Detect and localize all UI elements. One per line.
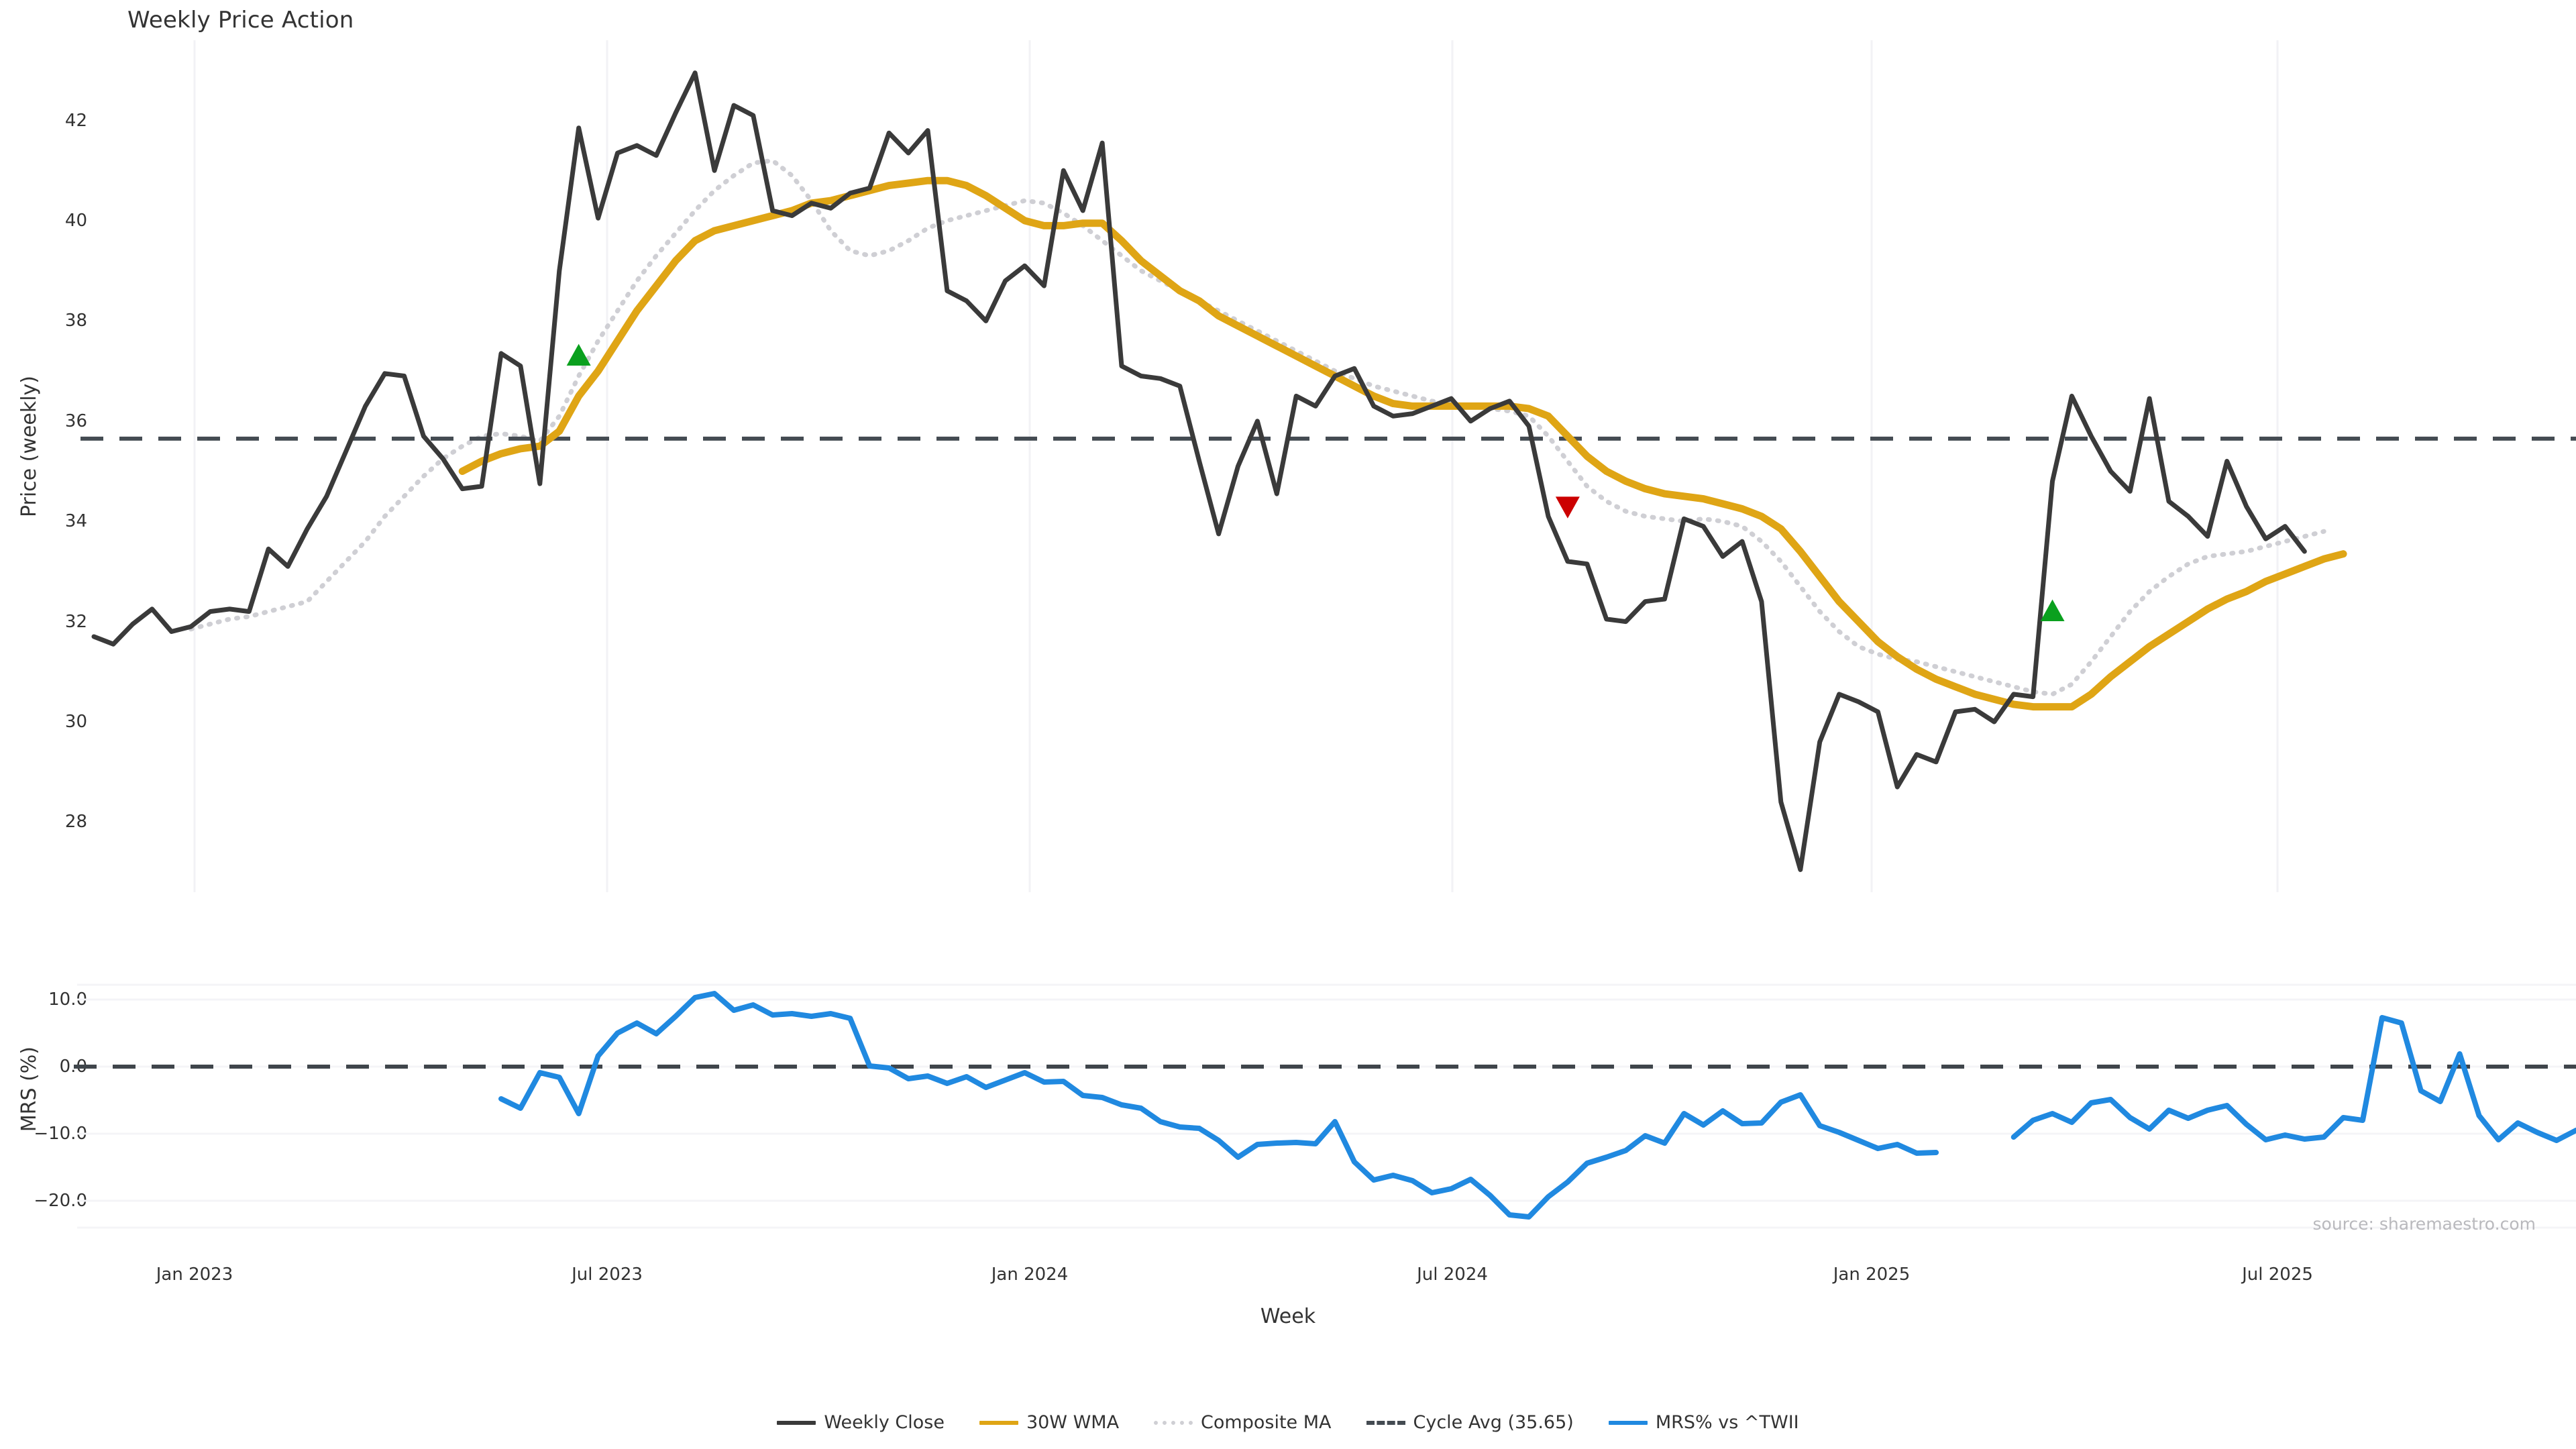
x-tick: Jan 2025: [1833, 1265, 1911, 1285]
legend-label: Cycle Avg (35.65): [1413, 1412, 1574, 1433]
x-tick: Jul 2025: [2242, 1265, 2313, 1285]
x-tick: Jul 2023: [572, 1265, 643, 1285]
buy-signal-marker: [566, 343, 591, 366]
legend-item[interactable]: Composite MA: [1154, 1412, 1332, 1433]
legend-item[interactable]: MRS% vs ^TWII: [1608, 1412, 1799, 1433]
price-y-tick: 32: [64, 611, 87, 632]
legend-swatch-icon: [979, 1420, 1018, 1425]
x-tick: Jan 2023: [156, 1265, 233, 1285]
legend-swatch-icon: [1366, 1420, 1405, 1425]
legend-swatch-icon: [1608, 1420, 1648, 1425]
source-watermark: source: sharemaestro.com: [2312, 1214, 2536, 1234]
legend-label: Composite MA: [1201, 1412, 1332, 1433]
price-y-tick: 38: [64, 311, 87, 331]
wma-line: [458, 176, 2347, 711]
price-y-tick: 36: [64, 411, 87, 431]
x-tick: Jan 2024: [991, 1265, 1069, 1285]
weekly-close-line: [91, 70, 2307, 872]
chart-legend: Weekly Close 30W WMA Composite MA Cycle Avg…: [0, 1412, 2576, 1433]
legend-swatch-icon: [777, 1420, 816, 1425]
price-y-tick: 42: [64, 110, 87, 131]
legend-item[interactable]: 30W WMA: [979, 1412, 1119, 1433]
price-y-tick: 28: [64, 812, 87, 833]
price-y-tick: 40: [64, 210, 87, 231]
legend-label: Weekly Close: [824, 1412, 945, 1433]
legend-item[interactable]: Weekly Close: [777, 1412, 945, 1433]
legend-item[interactable]: Cycle Avg (35.65): [1366, 1412, 1574, 1433]
legend-label: 30W WMA: [1026, 1412, 1120, 1433]
sell-signal-marker: [1555, 496, 1580, 519]
mrs-line: [498, 991, 2576, 1220]
x-axis-label: Week: [1260, 1305, 1316, 1328]
legend-label: MRS% vs ^TWII: [1655, 1412, 1799, 1433]
buy-signal-marker: [2040, 599, 2065, 622]
price-y-tick: 30: [64, 712, 87, 732]
page-title: Weekly Price Action: [127, 7, 354, 34]
legend-swatch-icon: [1154, 1420, 1193, 1425]
x-tick: Jul 2024: [1417, 1265, 1488, 1285]
price-y-tick: 34: [64, 511, 87, 532]
